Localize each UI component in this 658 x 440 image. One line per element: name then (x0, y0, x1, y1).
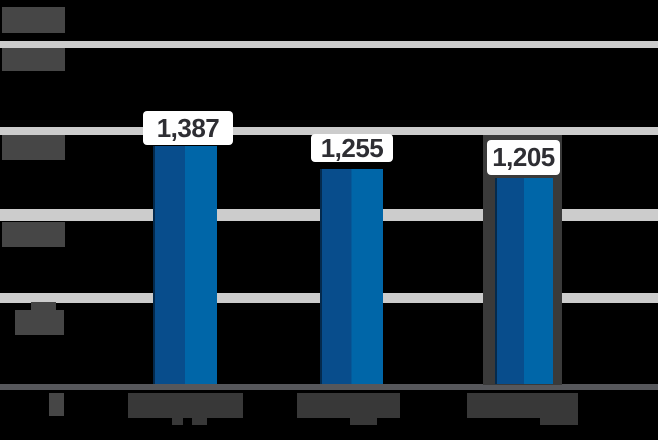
value-label-1: 1,387 (143, 111, 233, 145)
bar-series1-cat2 (320, 169, 383, 384)
bar-series1-cat3 (495, 177, 553, 384)
x-tick-label-block-3 (467, 393, 578, 418)
x-axis-line (0, 384, 658, 390)
y-tick-label-block-500 (15, 310, 64, 335)
bar-series1-cat1 (153, 146, 217, 384)
y-tick-label-block-1000 (2, 222, 65, 247)
value-label-2: 1,255 (311, 133, 393, 163)
y-tick-label-block-2500 (2, 7, 65, 33)
x-tick-label-block-1-descender (172, 417, 183, 425)
y-tick-label-block-500-top (31, 302, 56, 311)
y-tick-label-block-2000 (2, 48, 65, 71)
value-label-3: 1,205 (487, 140, 560, 175)
y-tick-label-block-0 (49, 393, 64, 416)
y-tick-label-block-1500 (2, 135, 65, 160)
gridline-2000 (0, 41, 658, 48)
x-tick-label-block-3-descender (540, 417, 578, 425)
x-tick-label-block-1 (128, 393, 243, 418)
x-tick-label-block-1-descender2 (192, 417, 207, 425)
x-tick-label-block-2 (297, 393, 400, 418)
gridline-1500 (0, 127, 658, 135)
x-tick-label-block-2-descender (350, 417, 377, 425)
